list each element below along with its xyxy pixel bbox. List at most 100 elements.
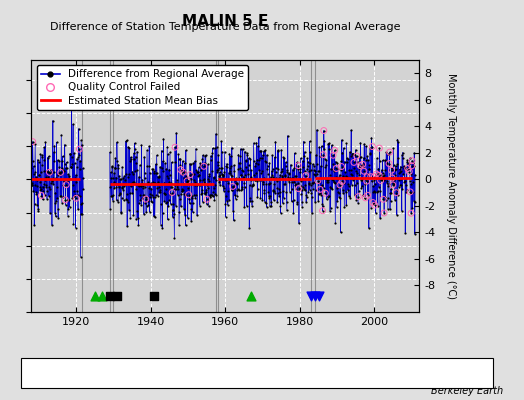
Point <box>105 293 114 299</box>
Point <box>409 178 418 185</box>
Point <box>67 84 75 90</box>
Point <box>237 184 246 190</box>
Point <box>322 175 330 181</box>
Point <box>63 212 72 219</box>
Text: Time of Obs. Change: Time of Obs. Change <box>236 372 337 382</box>
Point <box>302 172 310 179</box>
Point <box>115 192 124 198</box>
Point <box>71 224 80 231</box>
Point <box>315 153 324 159</box>
Point <box>388 175 396 181</box>
Point <box>258 155 266 161</box>
Point <box>279 200 287 206</box>
Point <box>222 214 230 220</box>
Point <box>271 164 280 171</box>
Point <box>362 177 370 183</box>
Point <box>68 195 77 201</box>
Point <box>396 169 404 176</box>
Point <box>122 137 130 144</box>
Point <box>116 190 125 196</box>
Point <box>350 159 358 166</box>
Point <box>371 180 379 187</box>
Point <box>187 218 195 224</box>
Point <box>180 206 188 212</box>
Point <box>172 130 180 136</box>
Point <box>294 186 303 192</box>
Point <box>341 169 350 176</box>
Point <box>58 153 67 160</box>
Point <box>221 177 229 183</box>
Point <box>183 215 192 221</box>
Point <box>361 195 369 201</box>
Point <box>208 168 216 175</box>
Point <box>234 151 243 158</box>
Point <box>48 175 57 181</box>
Point <box>341 158 349 165</box>
Text: Berkeley Earth: Berkeley Earth <box>431 386 503 396</box>
Point <box>123 223 132 230</box>
Point <box>320 127 328 134</box>
Point <box>243 152 252 158</box>
Point <box>398 186 407 192</box>
Point <box>233 187 241 194</box>
Point <box>228 183 237 190</box>
Point <box>209 145 217 152</box>
Point <box>387 186 395 192</box>
Point <box>310 171 318 177</box>
Point <box>273 199 281 206</box>
Point <box>333 198 342 204</box>
Point <box>376 188 385 194</box>
Point <box>403 157 411 164</box>
Point <box>164 175 172 182</box>
Legend: Difference from Regional Average, Quality Control Failed, Estimated Station Mean: Difference from Regional Average, Qualit… <box>37 65 248 110</box>
Point <box>399 155 407 162</box>
Point <box>43 168 52 175</box>
Point <box>215 178 223 185</box>
Point <box>45 153 53 160</box>
Point <box>379 196 387 202</box>
Point <box>234 160 243 166</box>
Point <box>77 137 85 144</box>
Point <box>297 183 305 190</box>
Point <box>37 185 45 192</box>
Point <box>29 187 38 194</box>
Point <box>362 143 370 150</box>
Point <box>117 209 125 215</box>
Point <box>132 186 140 192</box>
Point <box>232 196 240 202</box>
Point <box>52 174 60 181</box>
Point <box>354 188 363 194</box>
Point <box>278 174 287 180</box>
Point <box>408 158 416 164</box>
Point <box>353 170 361 176</box>
Point <box>155 189 163 196</box>
Point <box>140 175 149 181</box>
Point <box>390 166 399 173</box>
Point <box>226 152 235 159</box>
Point <box>108 164 116 170</box>
Point <box>254 142 262 149</box>
Point <box>134 182 142 188</box>
Point <box>318 182 326 189</box>
Point <box>209 193 217 200</box>
Point <box>129 170 137 177</box>
Point <box>299 138 308 145</box>
Point <box>367 134 376 141</box>
Point <box>359 155 368 161</box>
Point <box>151 194 159 200</box>
Point <box>199 177 208 183</box>
Point <box>275 186 283 192</box>
Point <box>211 191 220 198</box>
Text: Station Move: Station Move <box>42 372 106 382</box>
Point <box>409 160 417 166</box>
Point <box>184 192 193 198</box>
Point <box>143 163 151 170</box>
Point <box>307 182 315 188</box>
Point <box>287 176 295 182</box>
Point <box>400 178 409 184</box>
Point <box>62 165 70 171</box>
Point <box>320 127 328 134</box>
Point <box>366 149 374 156</box>
Point <box>247 198 256 204</box>
Point <box>262 181 270 188</box>
